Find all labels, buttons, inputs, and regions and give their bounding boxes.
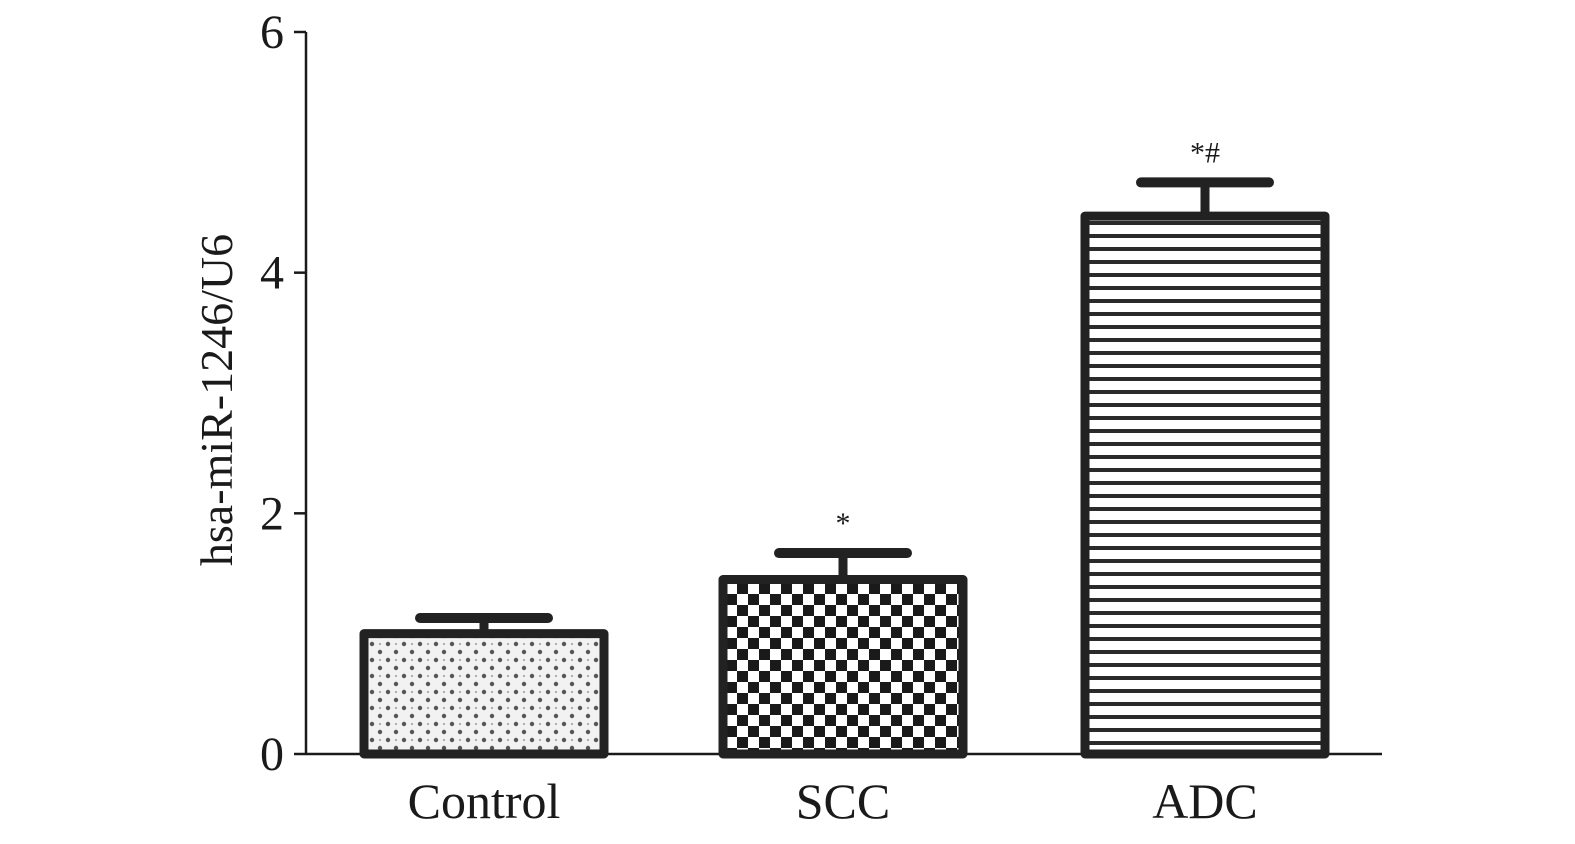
error-bars	[415, 177, 1274, 630]
significance-label: *#	[1190, 136, 1220, 169]
x-tick-label: SCC	[796, 773, 891, 829]
x-tick-label: Control	[408, 773, 561, 829]
y-tick-label: 4	[260, 247, 284, 300]
bars	[359, 211, 1330, 759]
y-axis: 0 2 4 6	[260, 6, 308, 781]
significance-label: *	[836, 507, 851, 540]
y-axis-title: hsa-miR-1246/U6	[191, 234, 242, 566]
bar	[718, 575, 968, 759]
x-tick-label: ADC	[1152, 773, 1258, 829]
x-axis: Control SCC ADC	[306, 752, 1382, 829]
bar	[1080, 211, 1330, 759]
y-tick-label: 0	[260, 728, 284, 781]
bar	[359, 629, 609, 759]
y-tick-label: 6	[260, 6, 284, 59]
y-tick-label: 2	[260, 487, 284, 540]
significance-annotations: * *#	[836, 136, 1221, 540]
